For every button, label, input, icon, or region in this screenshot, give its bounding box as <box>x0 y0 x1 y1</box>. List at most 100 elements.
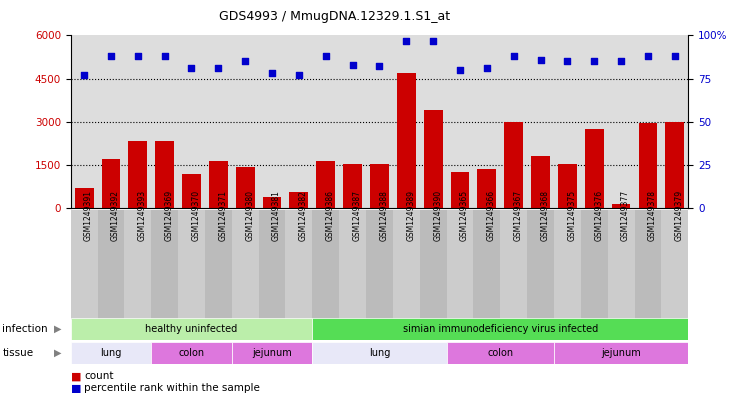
Bar <box>424 110 443 208</box>
Text: infection: infection <box>2 324 48 334</box>
Point <box>240 58 251 64</box>
Bar <box>370 163 389 208</box>
Point <box>373 63 385 70</box>
Text: GDS4993 / MmugDNA.12329.1.S1_at: GDS4993 / MmugDNA.12329.1.S1_at <box>219 10 450 23</box>
Text: GSM1249367: GSM1249367 <box>513 190 523 241</box>
Bar <box>232 210 259 320</box>
Bar <box>71 342 151 364</box>
Text: ■: ■ <box>71 383 81 393</box>
Bar <box>71 210 97 320</box>
Bar <box>102 159 121 208</box>
Text: GSM1249377: GSM1249377 <box>621 190 630 241</box>
Bar <box>129 141 147 208</box>
Text: GSM1249378: GSM1249378 <box>648 190 657 241</box>
Text: GSM1249369: GSM1249369 <box>164 190 173 241</box>
Text: GSM1249388: GSM1249388 <box>379 190 388 241</box>
Bar <box>286 210 312 320</box>
Bar <box>554 210 581 320</box>
Text: GSM1249387: GSM1249387 <box>353 190 362 241</box>
Bar <box>554 342 688 364</box>
Bar <box>205 210 232 320</box>
Point <box>293 72 305 78</box>
Bar <box>420 210 446 320</box>
Point <box>158 53 170 59</box>
Text: GSM1249393: GSM1249393 <box>138 190 147 241</box>
Bar <box>182 174 201 208</box>
Text: jejunum: jejunum <box>252 348 292 358</box>
Bar <box>259 210 286 320</box>
Bar <box>558 163 577 208</box>
Point <box>615 58 627 64</box>
Text: simian immunodeficiency virus infected: simian immunodeficiency virus infected <box>403 324 598 334</box>
Bar <box>608 210 635 320</box>
Point <box>507 53 519 59</box>
Bar <box>71 318 312 340</box>
Text: GSM1249365: GSM1249365 <box>460 190 469 241</box>
Bar <box>289 193 308 208</box>
Point <box>535 57 547 63</box>
Bar <box>151 210 178 320</box>
Bar <box>397 73 416 208</box>
Text: GSM1249391: GSM1249391 <box>84 190 93 241</box>
Point <box>669 53 681 59</box>
Text: GSM1249379: GSM1249379 <box>675 190 684 241</box>
Bar <box>504 122 523 208</box>
Text: lung: lung <box>100 348 121 358</box>
Point <box>185 65 197 72</box>
Point <box>427 37 439 44</box>
Bar <box>209 161 228 208</box>
Bar <box>343 163 362 208</box>
Text: GSM1249381: GSM1249381 <box>272 190 281 241</box>
Point <box>454 67 466 73</box>
Bar <box>97 210 124 320</box>
Text: GSM1249390: GSM1249390 <box>433 190 442 241</box>
Text: GSM1249371: GSM1249371 <box>218 190 228 241</box>
Bar <box>155 141 174 208</box>
Text: GSM1249366: GSM1249366 <box>487 190 496 241</box>
Point <box>132 53 144 59</box>
Bar <box>124 210 151 320</box>
Bar <box>531 156 550 208</box>
Text: GSM1249382: GSM1249382 <box>299 190 308 241</box>
Point <box>212 65 224 72</box>
Bar <box>312 318 688 340</box>
Bar <box>312 342 446 364</box>
Bar <box>451 172 469 208</box>
Bar <box>661 210 688 320</box>
Bar <box>263 197 281 208</box>
Text: GSM1249375: GSM1249375 <box>568 190 577 241</box>
Point <box>589 58 600 64</box>
Text: count: count <box>84 371 114 382</box>
Point <box>400 37 412 44</box>
Bar <box>312 210 339 320</box>
Bar <box>585 129 603 208</box>
Point <box>78 72 90 78</box>
Bar <box>500 210 527 320</box>
Point <box>266 70 278 77</box>
Text: ▶: ▶ <box>54 348 62 358</box>
Bar <box>473 210 500 320</box>
Bar <box>527 210 554 320</box>
Bar <box>316 161 335 208</box>
Text: lung: lung <box>369 348 390 358</box>
Bar <box>446 342 554 364</box>
Point <box>481 65 493 72</box>
Point <box>347 62 359 68</box>
Text: GSM1249380: GSM1249380 <box>246 190 254 241</box>
Text: ■: ■ <box>71 371 81 382</box>
Point <box>320 53 332 59</box>
Bar <box>446 210 473 320</box>
Text: colon: colon <box>487 348 513 358</box>
Bar <box>581 210 608 320</box>
Point <box>562 58 574 64</box>
Text: GSM1249376: GSM1249376 <box>594 190 603 241</box>
Bar <box>366 210 393 320</box>
Text: GSM1249370: GSM1249370 <box>191 190 200 241</box>
Bar <box>339 210 366 320</box>
Bar <box>665 122 684 208</box>
Text: colon: colon <box>179 348 205 358</box>
Bar <box>393 210 420 320</box>
Bar <box>74 188 94 208</box>
Bar <box>478 169 496 208</box>
Text: percentile rank within the sample: percentile rank within the sample <box>84 383 260 393</box>
